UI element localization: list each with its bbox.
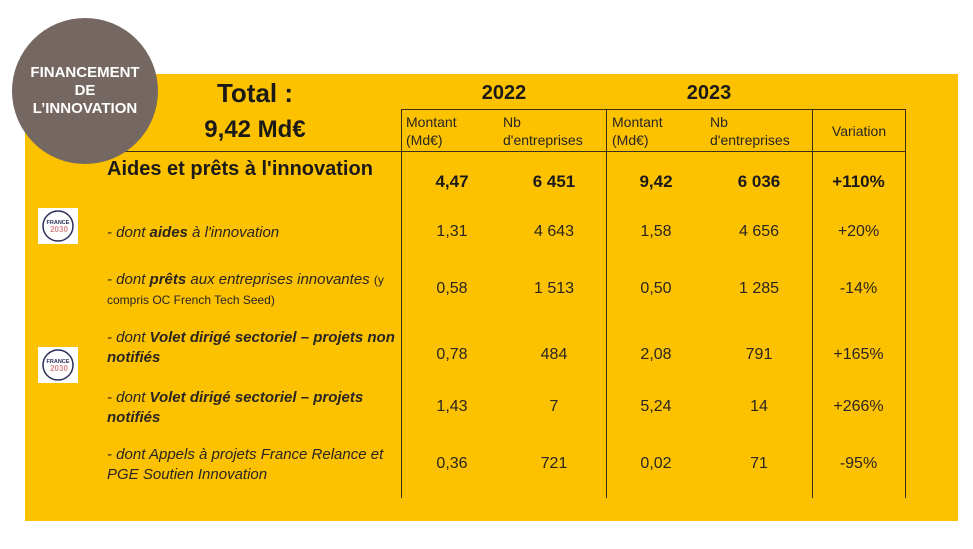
table-cell-n2022: 7 xyxy=(549,398,559,415)
row-label-part: aides xyxy=(149,224,188,241)
table-cell-n2023: 14 xyxy=(750,398,768,415)
table-cell-n2023: 71 xyxy=(750,455,768,472)
table-cell-n2022: 4 643 xyxy=(533,223,575,240)
row-label-part: - dont Appels à projets France Relance e… xyxy=(107,446,384,483)
table-cell-m2023: 9,42 xyxy=(639,172,673,191)
table-cell-n2022: 6 451 xyxy=(532,172,576,191)
total-label: Total : xyxy=(216,78,294,108)
table-cell-m2023: 0,02 xyxy=(640,455,672,472)
table-cell-m2023: 5,24 xyxy=(640,398,672,415)
row-label-part: - dont xyxy=(107,224,150,241)
col-divider-2022-2023 xyxy=(606,109,607,498)
table-cell-var: +266% xyxy=(833,398,884,415)
table-cell-n2022: 721 xyxy=(540,455,568,472)
badge-text: FINANCEMENT DE L’INNOVATION xyxy=(30,64,140,117)
row-label-part: prêts xyxy=(149,271,187,288)
france-2030-logo-icon: FRANCE 2030 xyxy=(38,347,78,383)
section-badge: FINANCEMENT DE L’INNOVATION xyxy=(12,18,158,164)
header-bottom-border xyxy=(100,151,906,152)
header-nb-2023: Nb d'entreprises xyxy=(710,114,790,148)
row-label-part: - dont xyxy=(107,389,150,406)
svg-text:FRANCE: FRANCE xyxy=(47,359,70,365)
table-cell-n2023: 791 xyxy=(745,346,773,363)
col-divider-right xyxy=(905,109,906,498)
table-cell-var: -95% xyxy=(839,455,878,472)
table-cell-m2022: 0,36 xyxy=(436,455,468,472)
col-divider-left xyxy=(401,109,402,498)
header-nb-2022: Nb d'entreprises xyxy=(503,114,583,148)
row-label: - dont aides à l'innovation xyxy=(107,223,402,243)
france-2030-logo-icon: FRANCE 2030 xyxy=(38,208,78,244)
table-cell-n2022: 1 513 xyxy=(533,280,575,297)
row-label-part: Volet dirigé sectoriel – projets non not… xyxy=(107,329,395,366)
row-label-part: - dont xyxy=(107,271,150,288)
table-cell-var: +20% xyxy=(837,223,880,240)
header-variation: Variation xyxy=(831,123,887,139)
table-cell-n2023: 1 285 xyxy=(738,280,780,297)
row-label: Aides et prêts à l'innovation xyxy=(107,156,402,182)
total-value: 9,42 Md€ xyxy=(204,116,306,143)
table-cell-n2022: 484 xyxy=(540,346,568,363)
svg-text:2030: 2030 xyxy=(50,225,68,234)
table-cell-m2022: 4,47 xyxy=(435,172,469,191)
header-top-border xyxy=(401,109,906,110)
table-cell-m2023: 1,58 xyxy=(640,223,672,240)
header-montant-2022: Montant (Md€) xyxy=(406,114,457,148)
row-label: - dont Volet dirigé sectoriel – projets … xyxy=(107,328,402,368)
header-montant-2023: Montant (Md€) xyxy=(612,114,663,148)
row-label: - dont Appels à projets France Relance e… xyxy=(107,445,402,485)
table-cell-var: -14% xyxy=(839,280,878,297)
row-label-part: à l'innovation xyxy=(187,224,280,241)
year-2023-header: 2023 xyxy=(686,82,732,104)
table-cell-n2023: 4 656 xyxy=(738,223,780,240)
content-panel xyxy=(25,74,958,521)
svg-text:2030: 2030 xyxy=(50,364,68,373)
table-cell-m2022: 0,78 xyxy=(436,346,468,363)
row-label: - dont Volet dirigé sectoriel – projets … xyxy=(107,388,402,428)
table-cell-var: +165% xyxy=(833,346,884,363)
table-cell-m2023: 0,50 xyxy=(640,280,672,297)
row-label: - dont prêts aux entreprises innovantes … xyxy=(107,270,402,310)
table-cell-m2022: 1,43 xyxy=(436,398,468,415)
table-cell-m2022: 1,31 xyxy=(436,223,468,240)
row-label-part: - dont xyxy=(107,329,150,346)
table-cell-n2023: 6 036 xyxy=(737,172,781,191)
svg-text:FRANCE: FRANCE xyxy=(47,220,70,226)
col-divider-variation xyxy=(812,109,813,498)
table-cell-var: +110% xyxy=(832,172,885,191)
row-label-part: (y compris OC French Tech Seed) xyxy=(107,273,384,307)
year-2022-header: 2022 xyxy=(481,82,527,104)
row-label-part: Volet dirigé sectoriel – projets notifié… xyxy=(107,389,364,426)
table-cell-m2023: 2,08 xyxy=(640,346,672,363)
row-label-part: aux entreprises innovantes xyxy=(186,271,374,288)
table-cell-m2022: 0,58 xyxy=(436,280,468,297)
row-label-part: Aides et prêts à l'innovation xyxy=(107,158,373,180)
